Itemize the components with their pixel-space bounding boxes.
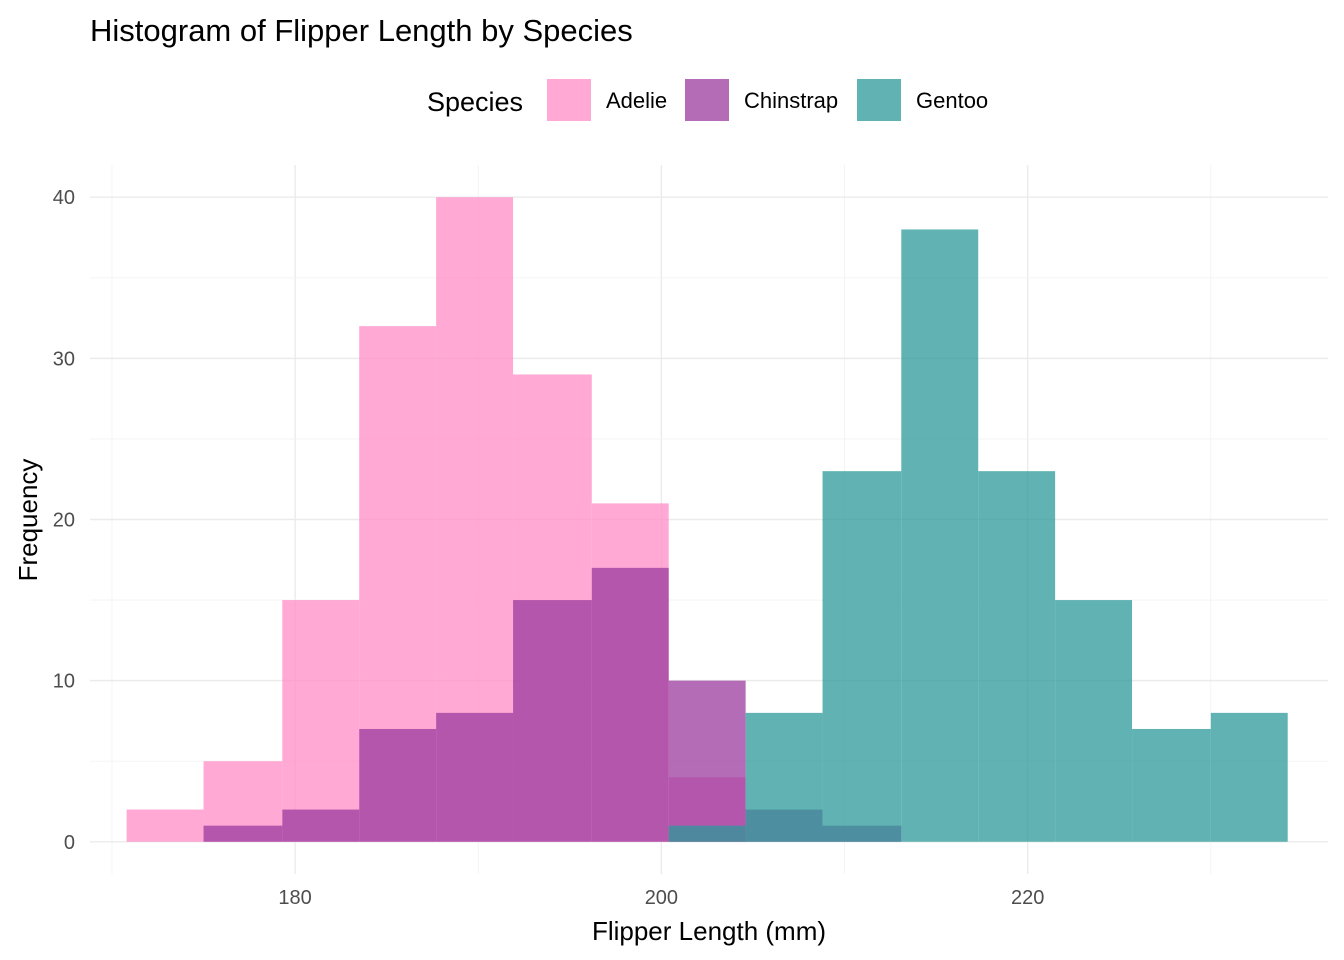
axis-ticks: 180 200 220 0 10 20 30 40 xyxy=(53,187,1045,909)
y-axis-title: Frequency xyxy=(13,459,43,582)
bar-gentoo xyxy=(822,471,902,842)
y-tick-label: 10 xyxy=(53,671,75,693)
bar-adelie xyxy=(126,809,204,842)
bar-gentoo xyxy=(901,229,979,842)
bar-chinstrap xyxy=(513,600,592,842)
bar-chinstrap xyxy=(436,712,514,842)
bar-gentoo xyxy=(978,471,1056,842)
x-axis-title: Flipper Length (mm) xyxy=(592,916,826,946)
chart-title: Histogram of Flipper Length by Species xyxy=(90,13,633,48)
legend-key-chinstrap xyxy=(685,79,729,121)
bar-gentoo xyxy=(745,712,823,842)
bar-gentoo xyxy=(1055,600,1133,842)
bar-chinstrap xyxy=(203,825,283,842)
bar-gentoo xyxy=(1210,712,1288,842)
legend-title: Species xyxy=(427,87,523,117)
legend-label-adelie: Adelie xyxy=(606,88,667,113)
bar-gentoo xyxy=(668,825,746,842)
x-tick-label: 220 xyxy=(1011,887,1044,909)
legend-label-chinstrap: Chinstrap xyxy=(744,88,838,113)
histogram-bars xyxy=(126,197,1288,842)
series-gentoo xyxy=(668,229,1288,842)
legend-key-gentoo xyxy=(857,79,901,121)
y-tick-label: 20 xyxy=(53,510,75,532)
bar-chinstrap xyxy=(591,567,669,842)
legend: Species Adelie Chinstrap Gentoo xyxy=(427,79,988,121)
legend-label-gentoo: Gentoo xyxy=(916,88,988,113)
legend-key-adelie xyxy=(547,79,591,121)
y-tick-label: 0 xyxy=(64,832,75,854)
bar-chinstrap xyxy=(359,728,437,842)
bar-chinstrap xyxy=(668,680,746,842)
bar-chinstrap xyxy=(282,809,360,842)
bar-gentoo xyxy=(1132,728,1211,842)
x-tick-label: 200 xyxy=(645,887,678,909)
y-tick-label: 40 xyxy=(53,187,75,209)
bar-adelie xyxy=(282,600,360,842)
x-tick-label: 180 xyxy=(278,887,311,909)
y-tick-label: 30 xyxy=(53,348,75,370)
